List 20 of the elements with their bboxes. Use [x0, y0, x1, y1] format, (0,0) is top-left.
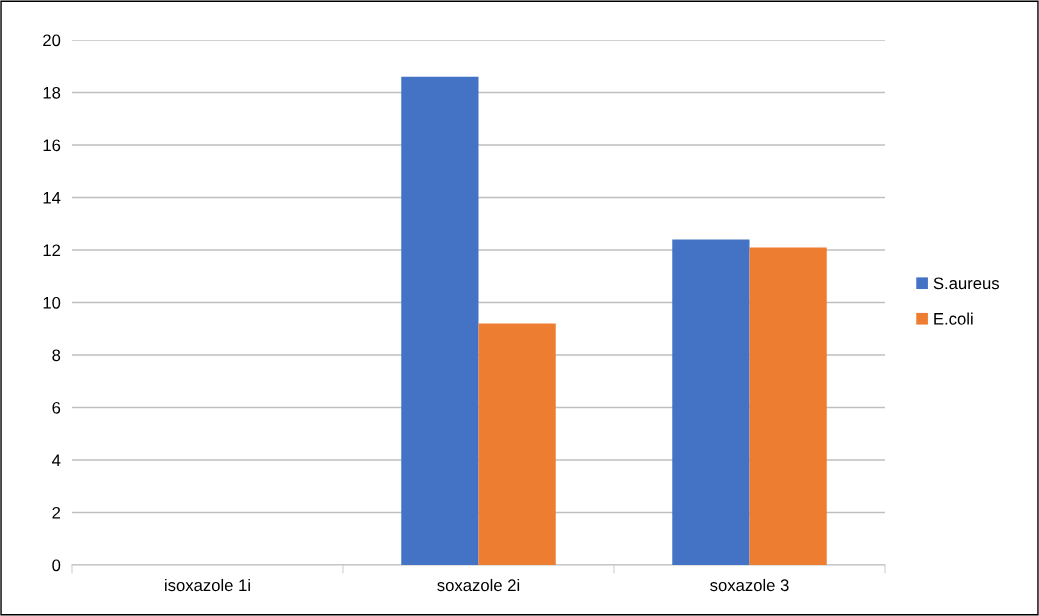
y-tick-label: 12	[43, 244, 61, 257]
bar	[401, 76, 479, 565]
x-tick-label: isoxazole 1i	[165, 578, 250, 592]
y-tick-label: 2	[52, 506, 61, 519]
y-tick-label: 0	[52, 559, 61, 572]
x-tick-label: soxazole 3	[710, 578, 789, 592]
y-tick-label: 18	[43, 86, 61, 99]
y-tick-label: 16	[43, 139, 61, 152]
bar	[478, 323, 556, 565]
x-tick-label: soxazole 2i	[437, 578, 520, 592]
bar	[672, 239, 750, 565]
y-tick-label: 8	[52, 349, 61, 362]
y-tick-label: 6	[52, 401, 61, 414]
y-tick-label: 4	[52, 454, 61, 467]
legend-label: S.aureus	[933, 277, 1000, 290]
y-tick-label: 10	[43, 296, 61, 309]
y-tick-label: 20	[43, 34, 61, 47]
bar	[749, 247, 827, 565]
legend-label: E.coli	[934, 312, 973, 325]
y-tick-label: 14	[43, 192, 61, 204]
